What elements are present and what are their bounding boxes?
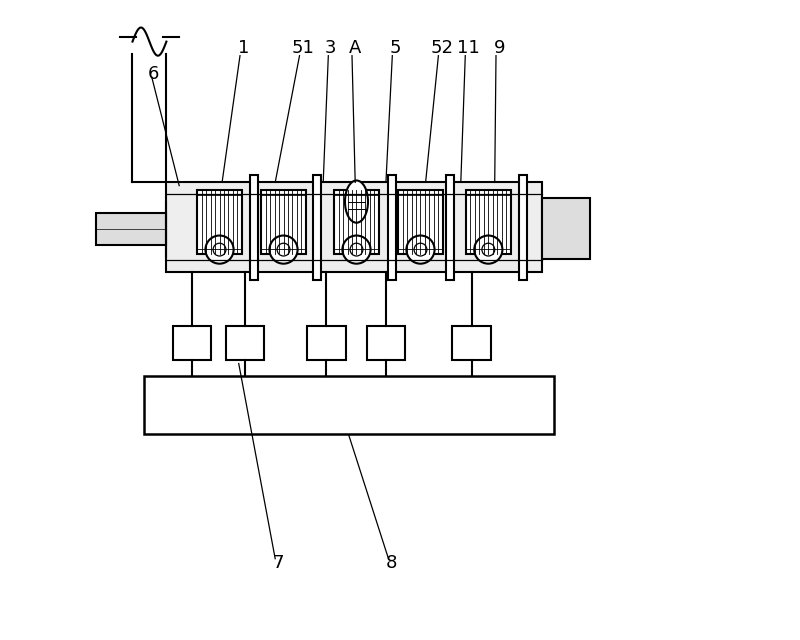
Circle shape	[406, 236, 434, 264]
Text: 52: 52	[430, 39, 453, 57]
Bar	[173, 326, 211, 360]
Circle shape	[206, 236, 234, 264]
Bar	[398, 190, 443, 254]
Bar	[466, 190, 510, 254]
Circle shape	[277, 243, 290, 256]
Bar	[250, 175, 258, 280]
Text: A: A	[349, 39, 362, 57]
Bar	[387, 175, 396, 280]
Bar	[366, 326, 405, 360]
Bar	[334, 190, 379, 254]
Text: 11: 11	[457, 39, 480, 57]
Bar	[197, 190, 242, 254]
Bar	[96, 213, 166, 245]
Text: 6: 6	[148, 65, 159, 83]
Circle shape	[342, 236, 370, 264]
Bar	[226, 326, 264, 360]
Bar	[166, 182, 542, 272]
Bar	[453, 326, 491, 360]
Circle shape	[414, 243, 427, 256]
Text: 8: 8	[386, 554, 398, 572]
Circle shape	[270, 236, 298, 264]
Bar	[307, 326, 346, 360]
Bar	[313, 175, 321, 280]
Bar	[261, 190, 306, 254]
Bar	[518, 175, 527, 280]
Text: 51: 51	[291, 39, 314, 57]
Bar	[542, 198, 590, 259]
Ellipse shape	[345, 180, 368, 223]
Text: 9: 9	[494, 39, 505, 57]
Text: 1: 1	[238, 39, 249, 57]
Circle shape	[482, 243, 494, 256]
Text: 5: 5	[390, 39, 402, 57]
Bar	[446, 175, 454, 280]
Bar	[144, 376, 554, 434]
Text: 7: 7	[273, 554, 284, 572]
Text: 3: 3	[325, 39, 337, 57]
Circle shape	[213, 243, 226, 256]
Circle shape	[474, 236, 502, 264]
Circle shape	[350, 243, 363, 256]
